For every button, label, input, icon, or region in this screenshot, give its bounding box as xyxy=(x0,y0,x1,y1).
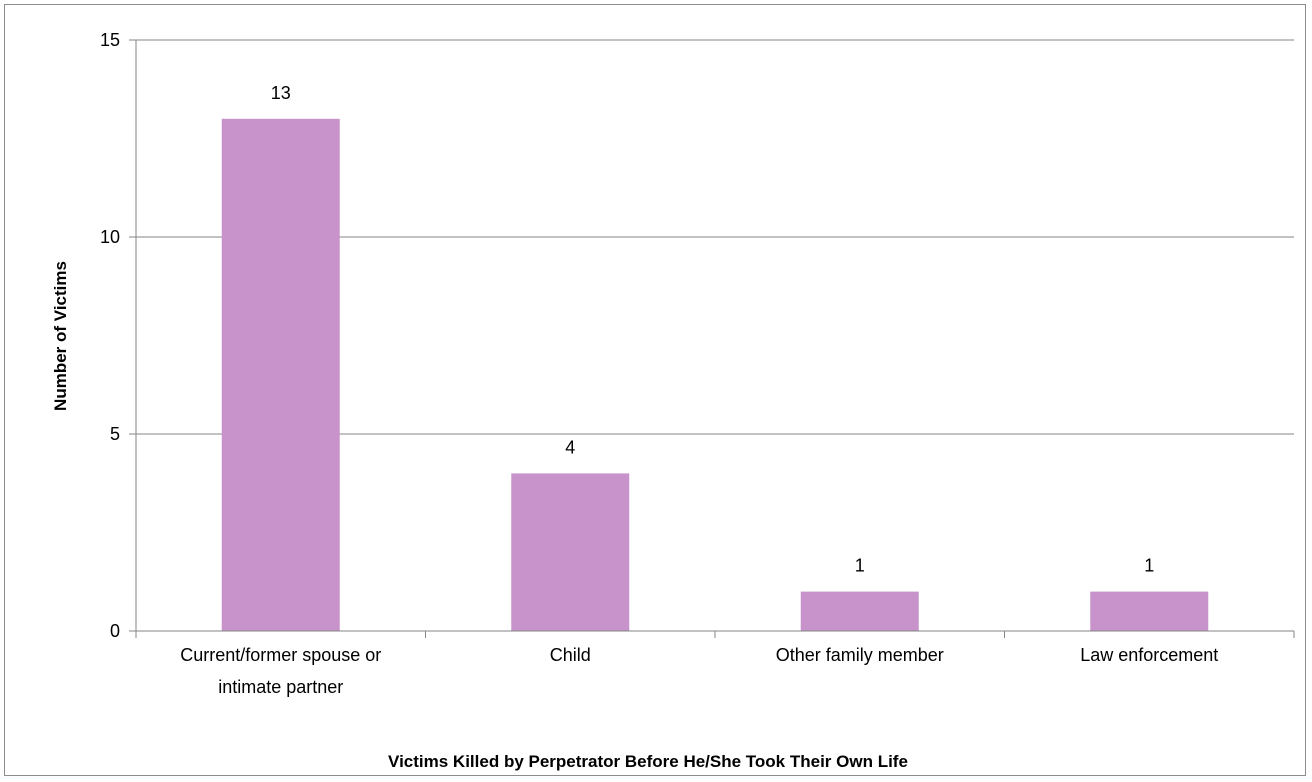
y-tick-label: 10 xyxy=(100,227,120,247)
y-tick-label: 0 xyxy=(110,621,120,641)
bar xyxy=(221,118,340,632)
data-label: 1 xyxy=(1144,556,1154,576)
data-label: 1 xyxy=(855,556,865,576)
data-label: 4 xyxy=(565,437,575,457)
y-tick-label: 5 xyxy=(110,424,120,444)
axes xyxy=(129,39,1295,638)
bars xyxy=(221,118,1209,632)
labels: 0 5 10 15 13 Current/former spouse or intimate… xyxy=(100,30,1218,697)
bar xyxy=(800,591,919,631)
x-category-label: Law enforcement xyxy=(1080,645,1218,665)
y-axis-title: Number of Victims xyxy=(51,261,70,411)
x-category-label: Other family member xyxy=(776,645,944,665)
x-category-label: Current/former spouse or intimate partner xyxy=(180,645,381,697)
chart-frame xyxy=(4,4,1306,776)
x-category-label: Child xyxy=(550,645,591,665)
data-label: 13 xyxy=(271,83,291,103)
bar xyxy=(1090,591,1209,631)
x-axis-title: Victims Killed by Perpetrator Before He/… xyxy=(388,752,908,771)
bar xyxy=(511,473,630,631)
y-tick-label: 15 xyxy=(100,30,120,50)
